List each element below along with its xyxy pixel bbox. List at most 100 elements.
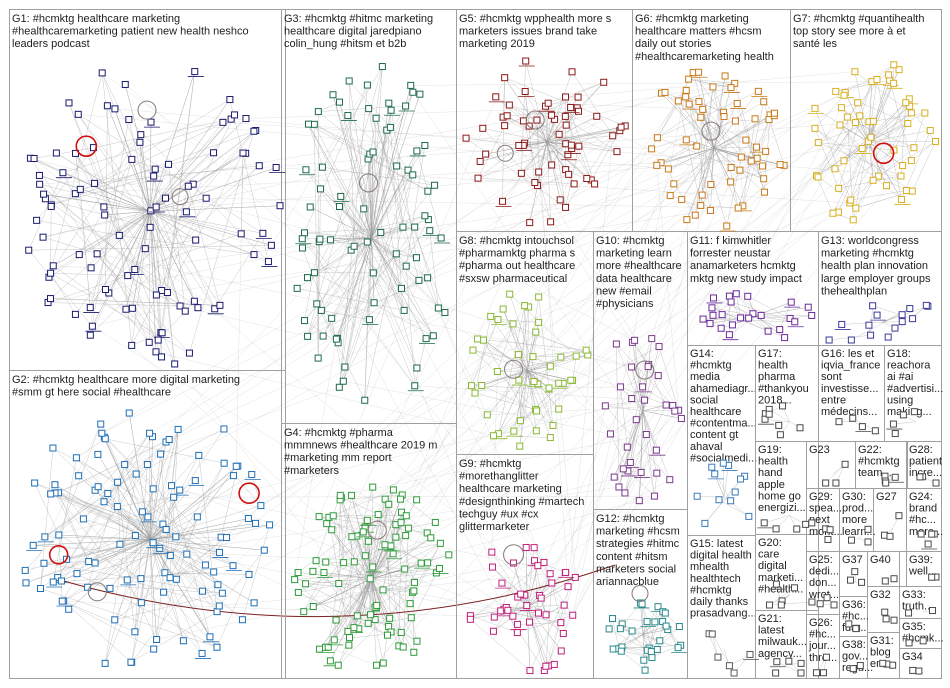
edge xyxy=(402,528,409,648)
node-g7 xyxy=(836,121,844,129)
edge xyxy=(156,294,199,308)
group-label-line: G23 xyxy=(809,444,830,456)
node-g6 xyxy=(727,84,735,92)
edge xyxy=(472,349,551,367)
node-g2 xyxy=(179,637,187,645)
node-g1 xyxy=(210,149,218,157)
node-g3 xyxy=(300,229,308,237)
node-g10 xyxy=(635,497,643,505)
edge xyxy=(520,370,528,421)
edge xyxy=(149,211,196,241)
hub-loop xyxy=(504,359,524,379)
node-g2 xyxy=(49,444,57,452)
node-g4 xyxy=(387,542,395,550)
edge xyxy=(405,145,426,267)
group-box-g2 xyxy=(9,370,286,679)
group-label-line: #pharmamktg pharma s xyxy=(459,248,576,260)
group-label-line: healthcare marketing xyxy=(459,483,562,495)
edge xyxy=(642,625,667,635)
edge xyxy=(390,127,402,289)
edge xyxy=(839,124,869,143)
edge xyxy=(28,250,93,327)
node-g7 xyxy=(902,187,910,195)
edge xyxy=(855,122,915,148)
node-g2 xyxy=(166,574,174,582)
node-g2 xyxy=(229,472,237,480)
edge xyxy=(495,96,592,181)
edge xyxy=(546,141,587,179)
edge xyxy=(327,495,352,648)
edge xyxy=(36,220,120,236)
edge xyxy=(83,439,170,520)
group-label-line: G37 xyxy=(842,554,863,566)
edge xyxy=(40,489,180,589)
inter-group-edge xyxy=(167,210,711,293)
node-g3 xyxy=(365,316,373,324)
edge xyxy=(63,539,151,602)
edge xyxy=(642,410,658,474)
node-g1 xyxy=(39,233,47,241)
node-g1 xyxy=(128,304,136,312)
node-g1 xyxy=(145,338,153,346)
group-label-line: more #healthcare xyxy=(596,260,682,272)
node-g26 xyxy=(819,669,827,677)
edge xyxy=(58,534,63,602)
edge xyxy=(90,211,151,336)
edge xyxy=(131,211,151,346)
node-g1 xyxy=(192,236,200,244)
node-g11 xyxy=(791,318,799,326)
edge xyxy=(751,119,770,162)
node-g3 xyxy=(415,276,423,284)
node-g5 xyxy=(609,132,617,140)
node-g2 xyxy=(79,515,87,523)
inter-group-edge xyxy=(545,107,842,667)
edge xyxy=(642,410,655,497)
edge xyxy=(53,265,159,341)
node-g2 xyxy=(220,459,228,467)
edge xyxy=(502,77,505,202)
group-box-layer: G1: #hcmktg healthcare marketing #healthc… xyxy=(9,9,944,679)
inter-group-edge xyxy=(390,479,670,633)
node-g2 xyxy=(121,461,129,469)
group-label-line: G3: #hcmktg #hitmc marketing xyxy=(284,13,433,25)
node-g9 xyxy=(522,544,530,552)
edge xyxy=(56,152,151,212)
node-g29 xyxy=(826,526,834,534)
edge xyxy=(712,633,719,658)
node-g1 xyxy=(33,216,41,224)
node-g17 xyxy=(796,424,804,432)
edge xyxy=(713,115,775,149)
node-g28 xyxy=(916,473,924,481)
node-g19 xyxy=(760,519,768,527)
group-label-line: G12: #hcmktg xyxy=(596,513,664,525)
edge xyxy=(482,128,538,186)
group-label-line: marketing 2019 xyxy=(459,38,535,50)
node-g12 xyxy=(617,647,625,655)
node-g5 xyxy=(556,196,564,204)
group-label-line: #marketing mm report xyxy=(284,452,392,464)
edge xyxy=(25,433,150,571)
node-g12 xyxy=(653,645,661,653)
edge xyxy=(868,141,914,148)
edge xyxy=(149,480,196,540)
node-g23 xyxy=(832,479,840,487)
edge xyxy=(661,92,715,149)
inter-group-edge xyxy=(560,87,732,623)
edge xyxy=(519,380,573,447)
edge xyxy=(354,561,376,608)
node-g2 xyxy=(113,503,121,511)
node-g4 xyxy=(445,551,453,559)
group-label-line: G24: xyxy=(909,491,933,503)
node-g1 xyxy=(242,115,250,123)
edge xyxy=(414,338,427,386)
edge xyxy=(612,618,620,649)
node-g2 xyxy=(116,540,124,548)
edge xyxy=(616,343,620,488)
edge xyxy=(414,227,439,309)
inter-group-edge xyxy=(491,371,498,553)
edge xyxy=(546,141,561,200)
node-g12 xyxy=(647,648,655,656)
node-g6 xyxy=(754,87,762,95)
group-label-line: #sxsw pharmaceutical xyxy=(459,273,567,285)
edge xyxy=(688,78,732,88)
